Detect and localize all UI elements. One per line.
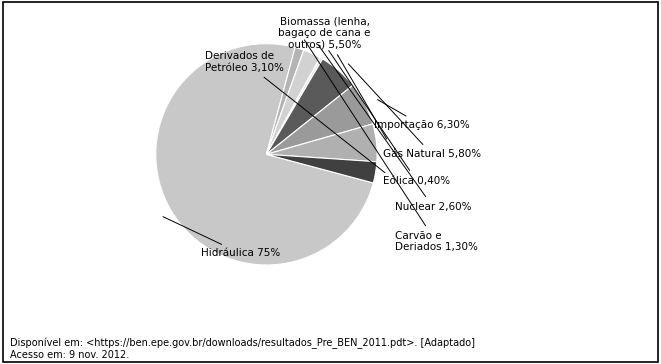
Text: Gás Natural 5,80%: Gás Natural 5,80% [348, 64, 481, 159]
Text: Carvão e
Deriados 1,30%: Carvão e Deriados 1,30% [305, 40, 477, 253]
Wedge shape [266, 58, 323, 154]
Text: Hidráulica 75%: Hidráulica 75% [163, 217, 280, 258]
Text: Disponível em: <https://ben.epe.gov.br/downloads/resultados_Pre_BEN_2011.pdt>. [: Disponível em: <https://ben.epe.gov.br/d… [10, 337, 475, 360]
Wedge shape [266, 85, 373, 154]
Text: Derivados de
Petróleo 3,10%: Derivados de Petróleo 3,10% [206, 51, 385, 173]
Wedge shape [266, 50, 320, 154]
Text: Eólica 0,40%: Eólica 0,40% [329, 51, 450, 186]
Text: Nuclear 2,60%: Nuclear 2,60% [319, 45, 471, 212]
Wedge shape [156, 44, 373, 265]
Wedge shape [266, 59, 353, 154]
Wedge shape [266, 124, 377, 162]
Text: Biomassa (lenha,
bagaço de cana e
outros) 5,50%: Biomassa (lenha, bagaço de cana e outros… [278, 16, 387, 139]
Text: Importação 6,30%: Importação 6,30% [374, 100, 470, 130]
Wedge shape [266, 154, 377, 183]
Wedge shape [266, 47, 303, 154]
